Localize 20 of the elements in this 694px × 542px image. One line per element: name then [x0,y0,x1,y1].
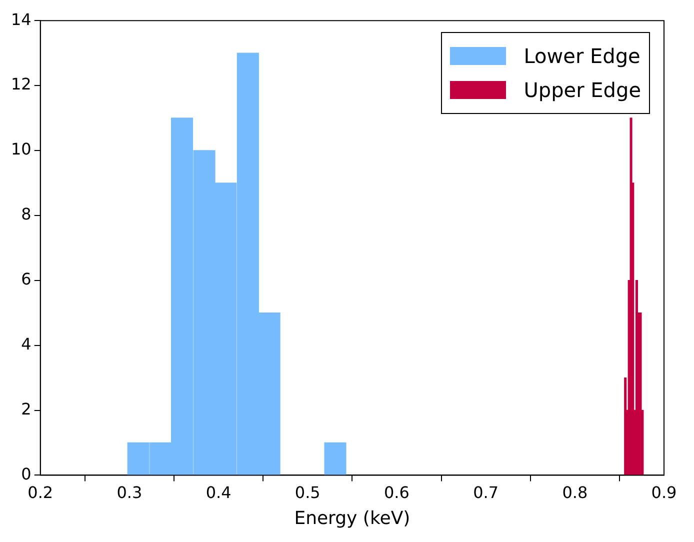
legend-label: Lower Edge [524,43,640,70]
y-tick-label: 6 [21,270,32,289]
x-tick-label: 0.5 [294,482,320,502]
bar [324,442,346,476]
x-axis-title: Energy (keV) [294,508,410,529]
x-tick-label: 0.8 [562,482,588,502]
y-tick-label: 2 [21,399,32,418]
y-tick-label: 10 [11,140,32,159]
x-tick-label: 0.6 [384,482,410,502]
legend-label: Upper Edge [524,77,641,104]
y-tick-label: 14 [11,10,32,29]
y-tick-label: 4 [21,334,32,354]
x-tick-label: 0.3 [116,482,142,502]
y-tick-label: 8 [21,204,32,224]
x-tick-label: 0.7 [473,482,499,502]
x-tick-label: 0.2 [28,482,54,502]
x-tick-label: 0.4 [206,482,232,502]
x-tick-label: 0.9 [651,482,677,502]
y-tick-label: 12 [11,74,32,94]
y-tick-label: 0 [21,464,32,484]
